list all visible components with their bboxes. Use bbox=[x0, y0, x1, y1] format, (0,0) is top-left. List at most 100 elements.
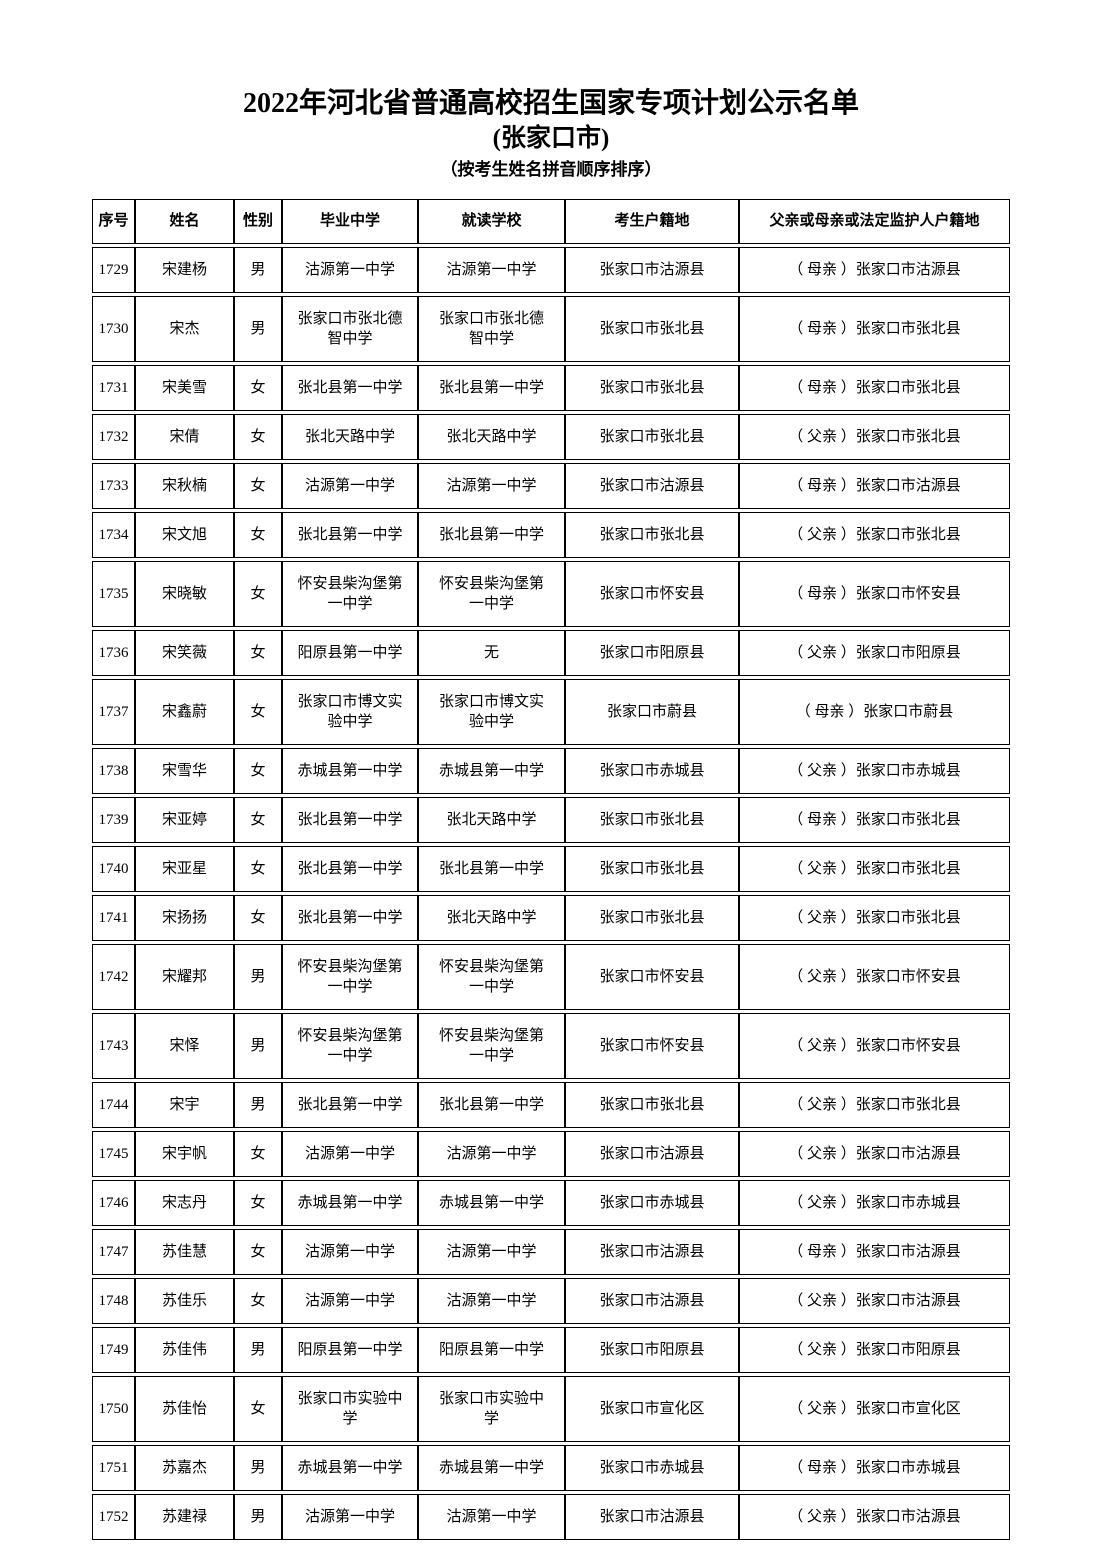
table-cell: 怀安县柴沟堡第一中学 bbox=[418, 1012, 565, 1079]
table-cell: （ 父亲 ）张家口市怀安县 bbox=[739, 1012, 1010, 1079]
column-header: 就读学校 bbox=[418, 198, 565, 244]
table-cell: 宋亚星 bbox=[135, 845, 234, 892]
table-cell: 张家口市张北县 bbox=[565, 364, 739, 411]
table-cell: 宋雪华 bbox=[135, 747, 234, 794]
table-cell: 苏建禄 bbox=[135, 1493, 234, 1540]
table-row: 1743 宋怿男怀安县柴沟堡第一中学 怀安县柴沟堡第一中学 张家口市怀安县（ 父亲 ）… bbox=[92, 1012, 1010, 1079]
table-cell: （ 父亲 ）张家口市沽源县 bbox=[739, 1130, 1010, 1177]
column-header: 序号 bbox=[92, 198, 135, 244]
table-row: 1730 宋杰男张家口市张北德智中学 张家口市张北德智中学 张家口市张北县（ 母亲 ）… bbox=[92, 295, 1010, 362]
table-cell: 宋倩 bbox=[135, 413, 234, 460]
table-body: 1729 宋建杨男沽源第一中学 沽源第一中学 张家口市沽源县（ 母亲 ）张家口市沽源县… bbox=[92, 246, 1010, 1540]
table-cell: 沽源第一中学 bbox=[418, 1493, 565, 1540]
table-cell: 1748 bbox=[92, 1277, 135, 1324]
table-row: 1737 宋鑫蔚女张家口市博文实验中学 张家口市博文实验中学 张家口市蔚县（ 母亲 ）… bbox=[92, 678, 1010, 745]
table-row: 1746 宋志丹女赤城县第一中学 赤城县第一中学 张家口市赤城县（ 父亲 ）张家口市赤… bbox=[92, 1179, 1010, 1226]
table-cell: 赤城县第一中学 bbox=[282, 1444, 418, 1491]
column-header: 姓名 bbox=[135, 198, 234, 244]
table-cell: 张家口市赤城县 bbox=[565, 1444, 739, 1491]
table-cell: 宋宇帆 bbox=[135, 1130, 234, 1177]
table-cell: 张家口市张北县 bbox=[565, 845, 739, 892]
table-row: 1729 宋建杨男沽源第一中学 沽源第一中学 张家口市沽源县（ 母亲 ）张家口市沽源县 bbox=[92, 246, 1010, 293]
table-cell: 宋鑫蔚 bbox=[135, 678, 234, 745]
table-cell: 男 bbox=[234, 1012, 282, 1079]
table-cell: 女 bbox=[234, 462, 282, 509]
table-cell: 赤城县第一中学 bbox=[418, 747, 565, 794]
column-header: 性别 bbox=[234, 198, 282, 244]
table-cell: （ 母亲 ）张家口市蔚县 bbox=[739, 678, 1010, 745]
table-cell: 苏佳乐 bbox=[135, 1277, 234, 1324]
column-header: 毕业中学 bbox=[282, 198, 418, 244]
table-cell: （ 父亲 ）张家口市沽源县 bbox=[739, 1277, 1010, 1324]
table-cell: 赤城县第一中学 bbox=[282, 1179, 418, 1226]
table-cell: 女 bbox=[234, 894, 282, 941]
table-cell: 1737 bbox=[92, 678, 135, 745]
table-cell: （ 父亲 ）张家口市沽源县 bbox=[739, 1493, 1010, 1540]
table-cell: 张家口市张北县 bbox=[565, 413, 739, 460]
table-cell: 1738 bbox=[92, 747, 135, 794]
table-cell: （ 父亲 ）张家口市张北县 bbox=[739, 511, 1010, 558]
table-row: 1747 苏佳慧女沽源第一中学 沽源第一中学 张家口市沽源县（ 母亲 ）张家口市沽源县 bbox=[92, 1228, 1010, 1275]
table-cell: 苏佳慧 bbox=[135, 1228, 234, 1275]
table-cell: 女 bbox=[234, 1375, 282, 1442]
table-cell: 男 bbox=[234, 1493, 282, 1540]
table-cell: 张北县第一中学 bbox=[282, 894, 418, 941]
table-cell: 女 bbox=[234, 747, 282, 794]
table-cell: 张北县第一中学 bbox=[282, 511, 418, 558]
table-cell: 女 bbox=[234, 1130, 282, 1177]
table-cell: 张家口市蔚县 bbox=[565, 678, 739, 745]
table-cell: 张家口市怀安县 bbox=[565, 1012, 739, 1079]
table-cell: 沽源第一中学 bbox=[418, 1130, 565, 1177]
table-cell: 阳原县第一中学 bbox=[282, 1326, 418, 1373]
table-cell: 张家口市沽源县 bbox=[565, 1228, 739, 1275]
table-cell: 张家口市实验中学 bbox=[282, 1375, 418, 1442]
table-cell: （ 父亲 ）张家口市赤城县 bbox=[739, 1179, 1010, 1226]
table-cell: （ 母亲 ）张家口市赤城县 bbox=[739, 1444, 1010, 1491]
table-cell: 男 bbox=[234, 1444, 282, 1491]
table-cell: 女 bbox=[234, 1277, 282, 1324]
table-cell: （ 父亲 ）张家口市张北县 bbox=[739, 894, 1010, 941]
table-cell: 张家口市沽源县 bbox=[565, 1277, 739, 1324]
table-cell: （ 父亲 ）张家口市怀安县 bbox=[739, 943, 1010, 1010]
table-cell: 张家口市张北县 bbox=[565, 511, 739, 558]
table-cell: （ 母亲 ）张家口市张北县 bbox=[739, 796, 1010, 843]
table-cell: （ 母亲 ）张家口市张北县 bbox=[739, 364, 1010, 411]
table-row: 1742 宋耀邦男怀安县柴沟堡第一中学 怀安县柴沟堡第一中学 张家口市怀安县（ 父亲 … bbox=[92, 943, 1010, 1010]
table-cell: 宋亚婷 bbox=[135, 796, 234, 843]
table-cell: 男 bbox=[234, 246, 282, 293]
table-cell: （ 父亲 ）张家口市张北县 bbox=[739, 1081, 1010, 1128]
table-row: 1741 宋扬扬女张北县第一中学 张北天路中学 张家口市张北县（ 父亲 ）张家口市张北… bbox=[92, 894, 1010, 941]
table-cell: 女 bbox=[234, 845, 282, 892]
table-cell: 阳原县第一中学 bbox=[282, 629, 418, 676]
table-cell: （ 母亲 ）张家口市怀安县 bbox=[739, 560, 1010, 627]
table-row: 1752 苏建禄男沽源第一中学 沽源第一中学 张家口市沽源县（ 父亲 ）张家口市沽源县 bbox=[92, 1493, 1010, 1540]
table-cell: 1750 bbox=[92, 1375, 135, 1442]
table-cell: 男 bbox=[234, 1326, 282, 1373]
table-row: 1733 宋秋楠女沽源第一中学 沽源第一中学 张家口市沽源县（ 母亲 ）张家口市沽源县 bbox=[92, 462, 1010, 509]
page-title: 2022年河北省普通高校招生国家专项计划公示名单 bbox=[242, 88, 859, 119]
table-cell: 张家口市阳原县 bbox=[565, 1326, 739, 1373]
table-cell: 怀安县柴沟堡第一中学 bbox=[418, 943, 565, 1010]
table-cell: 1731 bbox=[92, 364, 135, 411]
table-cell: 张北县第一中学 bbox=[282, 364, 418, 411]
table-cell: 1732 bbox=[92, 413, 135, 460]
table-cell: 1739 bbox=[92, 796, 135, 843]
table-cell: 宋志丹 bbox=[135, 1179, 234, 1226]
table-cell: （ 母亲 ）张家口市沽源县 bbox=[739, 246, 1010, 293]
table-row: 1744 宋宇男张北县第一中学 张北县第一中学 张家口市张北县（ 父亲 ）张家口市张北… bbox=[92, 1081, 1010, 1128]
table-cell: （ 母亲 ）张家口市沽源县 bbox=[739, 1228, 1010, 1275]
table-cell: 沽源第一中学 bbox=[282, 1277, 418, 1324]
table-row: 1740 宋亚星女张北县第一中学 张北县第一中学 张家口市张北县（ 父亲 ）张家口市张… bbox=[92, 845, 1010, 892]
table-cell: 张家口市张北县 bbox=[565, 796, 739, 843]
table-cell: 张家口市博文实验中学 bbox=[418, 678, 565, 745]
table-cell: 沽源第一中学 bbox=[418, 1277, 565, 1324]
table-cell: 宋宇 bbox=[135, 1081, 234, 1128]
table-cell: 赤城县第一中学 bbox=[418, 1444, 565, 1491]
table-cell: （ 父亲 ）张家口市阳原县 bbox=[739, 1326, 1010, 1373]
table-cell: 男 bbox=[234, 1081, 282, 1128]
column-header: 父亲或母亲或法定监护人户籍地 bbox=[739, 198, 1010, 244]
table-cell: 沽源第一中学 bbox=[418, 1228, 565, 1275]
table-row: 1745 宋宇帆女沽源第一中学 沽源第一中学 张家口市沽源县（ 父亲 ）张家口市沽源县 bbox=[92, 1130, 1010, 1177]
table-row: 1750 苏佳怡女张家口市实验中学 张家口市实验中学 张家口市宣化区（ 父亲 ）张家口… bbox=[92, 1375, 1010, 1442]
table-cell: 1747 bbox=[92, 1228, 135, 1275]
